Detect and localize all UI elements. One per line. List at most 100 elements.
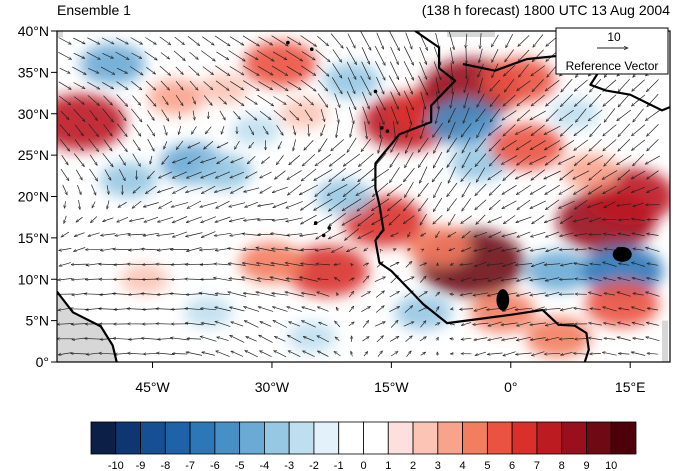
wind-vector xyxy=(162,95,168,105)
wind-vector xyxy=(343,153,361,166)
anomaly-blob xyxy=(80,43,146,85)
wind-vector xyxy=(103,124,113,136)
wind-vector xyxy=(390,137,399,152)
wind-vector xyxy=(303,336,315,342)
masked-region xyxy=(57,31,63,37)
wind-vector xyxy=(89,168,98,181)
wind-vector xyxy=(531,261,545,267)
wind-vector xyxy=(405,32,412,50)
colorbar-swatch xyxy=(486,421,513,455)
wind-vector xyxy=(518,35,530,46)
wind-vector xyxy=(544,264,561,265)
wind-vector xyxy=(243,80,259,91)
wind-vector xyxy=(503,65,516,76)
wind-vector xyxy=(215,321,231,327)
anomaly-blob xyxy=(199,73,249,105)
wind-vector xyxy=(589,93,602,107)
wind-vector xyxy=(286,94,302,106)
colorbar-swatch xyxy=(412,421,439,455)
wind-vector xyxy=(287,170,302,179)
wind-vector xyxy=(447,198,457,211)
wind-vector xyxy=(215,294,231,295)
wind-vector xyxy=(358,167,375,182)
wind-vector xyxy=(516,216,532,223)
wind-vector xyxy=(631,307,646,312)
wind-vector xyxy=(646,323,659,326)
wind-vector xyxy=(129,217,145,221)
wind-vector xyxy=(518,49,530,62)
wind-vector xyxy=(491,34,499,47)
wind-vector xyxy=(347,246,357,253)
wind-vector xyxy=(330,33,343,49)
wind-vector xyxy=(314,198,333,210)
wind-vector xyxy=(529,155,547,165)
wind-vector xyxy=(285,50,303,62)
anomaly-blob xyxy=(394,294,452,331)
wind-vector xyxy=(60,168,69,181)
wind-vector xyxy=(476,214,486,225)
wind-vector xyxy=(588,338,603,341)
wind-vector xyxy=(436,107,440,124)
wind-vector xyxy=(244,51,258,61)
colorbar-swatch xyxy=(90,421,117,455)
colorbar-swatch xyxy=(115,421,141,455)
wind-vector xyxy=(647,234,659,236)
wind-vector xyxy=(390,46,399,65)
wind-vector xyxy=(603,139,617,151)
wind-vector xyxy=(133,186,141,194)
lat-tick-label: 30°N xyxy=(18,106,49,122)
wind-vector xyxy=(391,232,399,237)
wind-vector xyxy=(244,96,257,105)
wind-vector xyxy=(404,306,413,313)
wind-vector xyxy=(129,66,143,76)
wind-vector xyxy=(273,319,288,328)
wind-vector xyxy=(62,184,68,195)
wind-vector xyxy=(103,139,112,151)
wind-vector xyxy=(287,334,302,343)
wind-vector xyxy=(403,276,414,282)
wind-vector xyxy=(202,66,214,75)
wind-vector xyxy=(61,231,70,237)
wind-vector xyxy=(304,139,314,150)
wind-vector xyxy=(270,277,290,282)
wind-vector xyxy=(436,91,439,110)
lon-tick-label: 45°W xyxy=(135,379,170,395)
wind-vector xyxy=(488,321,502,326)
wind-vector xyxy=(544,216,561,223)
wind-vector xyxy=(631,352,646,356)
wind-vector xyxy=(358,212,375,226)
wind-vector xyxy=(461,322,472,325)
colorbar-swatch xyxy=(363,421,389,455)
wind-vector xyxy=(229,36,244,46)
wind-vector xyxy=(531,351,545,356)
south-america-coastline xyxy=(57,291,118,362)
wind-vector xyxy=(331,77,342,94)
wind-vector xyxy=(301,214,317,225)
wind-vector xyxy=(531,169,546,181)
wind-vector xyxy=(336,122,339,138)
wind-vector xyxy=(192,96,196,104)
wind-vector xyxy=(351,351,353,357)
wind-vector xyxy=(604,153,616,166)
wind-vector xyxy=(116,67,128,74)
anomaly-blob xyxy=(470,291,536,333)
wind-vector xyxy=(589,169,602,181)
wind-vector xyxy=(418,152,429,168)
wind-vector xyxy=(256,263,275,267)
wind-vector xyxy=(257,219,274,220)
wind-vector xyxy=(286,201,303,208)
wind-vector xyxy=(73,247,86,252)
wind-vector xyxy=(603,94,617,107)
colorbar-swatch xyxy=(189,421,216,455)
wind-vector xyxy=(618,234,631,236)
wind-vector xyxy=(147,110,155,120)
wind-vector xyxy=(74,232,85,237)
wind-vector xyxy=(358,153,374,167)
wind-vector xyxy=(233,111,240,119)
wind-vector xyxy=(187,339,202,340)
wind-vector xyxy=(575,108,587,123)
wind-vector xyxy=(374,321,385,327)
wind-vector xyxy=(201,231,216,238)
wind-vector xyxy=(434,278,440,280)
wind-vector xyxy=(618,169,631,180)
